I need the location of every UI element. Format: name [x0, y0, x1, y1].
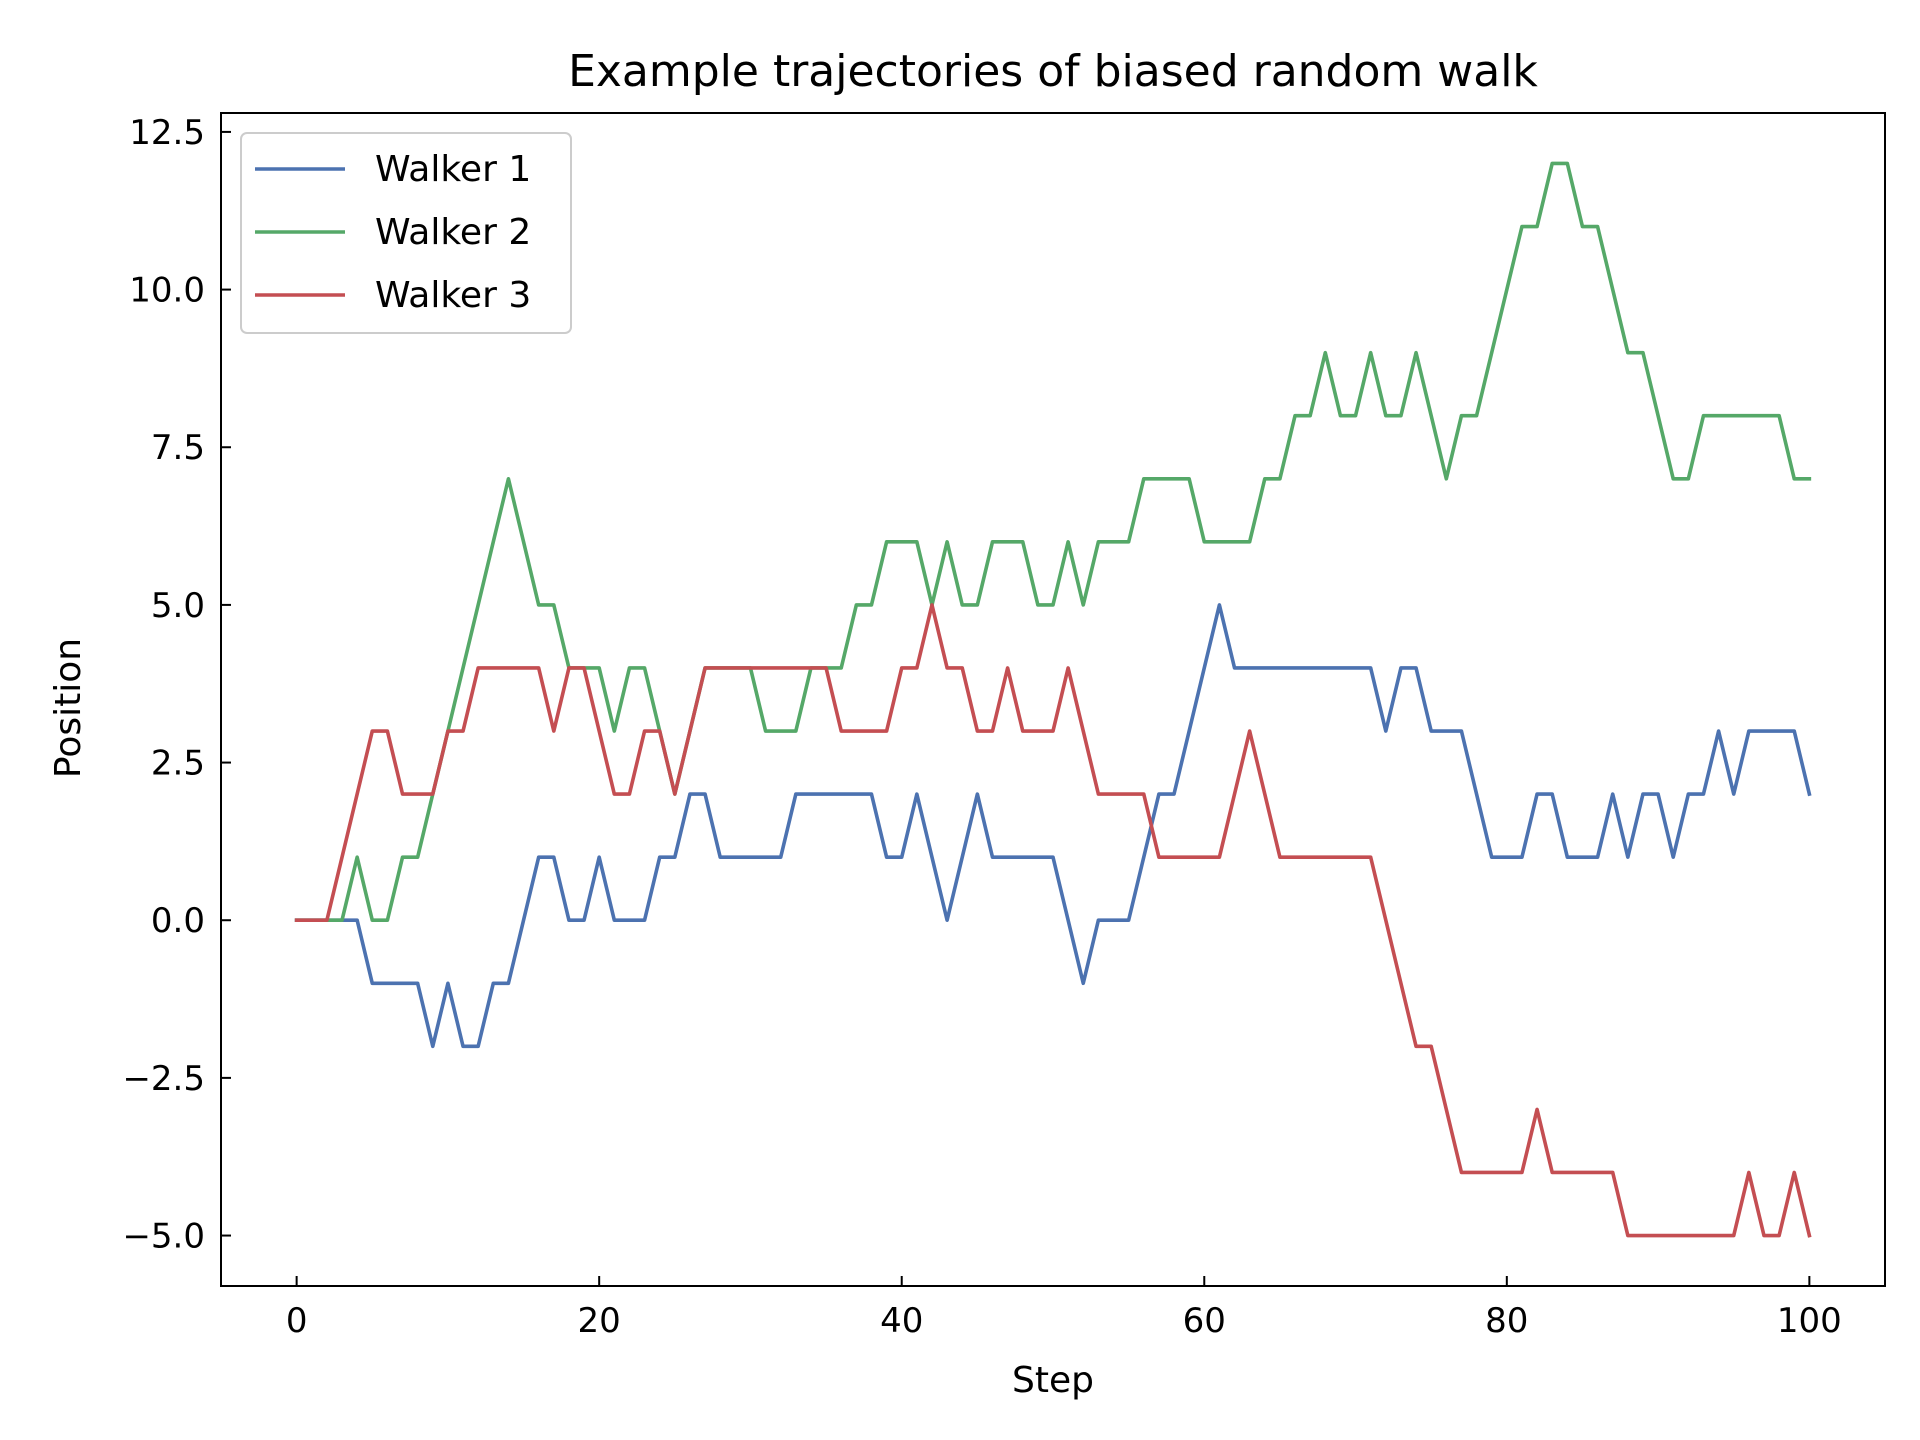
x-axis-label: Step [1012, 1360, 1094, 1401]
x-tick-label: 40 [880, 1301, 923, 1341]
y-tick-label: −5.0 [122, 1217, 205, 1257]
series-line-walker-1 [294, 603, 1812, 1049]
y-tick-label: 2.5 [151, 744, 205, 784]
y-tick-label: 0.0 [151, 901, 205, 941]
x-tick-label: 60 [1183, 1301, 1226, 1341]
legend-box [240, 132, 572, 334]
chart-title: Example trajectories of biased random wa… [568, 46, 1538, 97]
series-line-walker-3 [294, 603, 1812, 1238]
legend: Walker 1 Walker 2 Walker 3 [240, 132, 572, 334]
series-layer [294, 161, 1812, 1238]
y-tick-label: 5.0 [151, 586, 205, 626]
y-tick-label: 12.5 [129, 113, 205, 153]
plot-frame [220, 112, 1886, 1287]
x-tick-label: 0 [286, 1301, 308, 1341]
y-tick-label: 7.5 [151, 428, 205, 468]
axes-layer: 0 20 40 60 80 100 −5.0 −2.5 0.0 2.5 5.0 7.5 10.0 12.5 [122, 112, 1886, 1341]
legend-label-walker-2: Walker 2 [375, 212, 531, 253]
y-tick-label: −2.5 [122, 1059, 205, 1099]
x-tick-label: 100 [1777, 1301, 1842, 1341]
y-tick-label: 10.0 [129, 271, 205, 311]
y-axis-label: Position [48, 638, 89, 778]
series-line-walker-2 [294, 161, 1812, 923]
legend-label-walker-1: Walker 1 [375, 149, 531, 190]
legend-label-walker-3: Walker 3 [375, 275, 531, 316]
x-tick-label: 80 [1485, 1301, 1528, 1341]
x-tick-label: 20 [578, 1301, 621, 1341]
